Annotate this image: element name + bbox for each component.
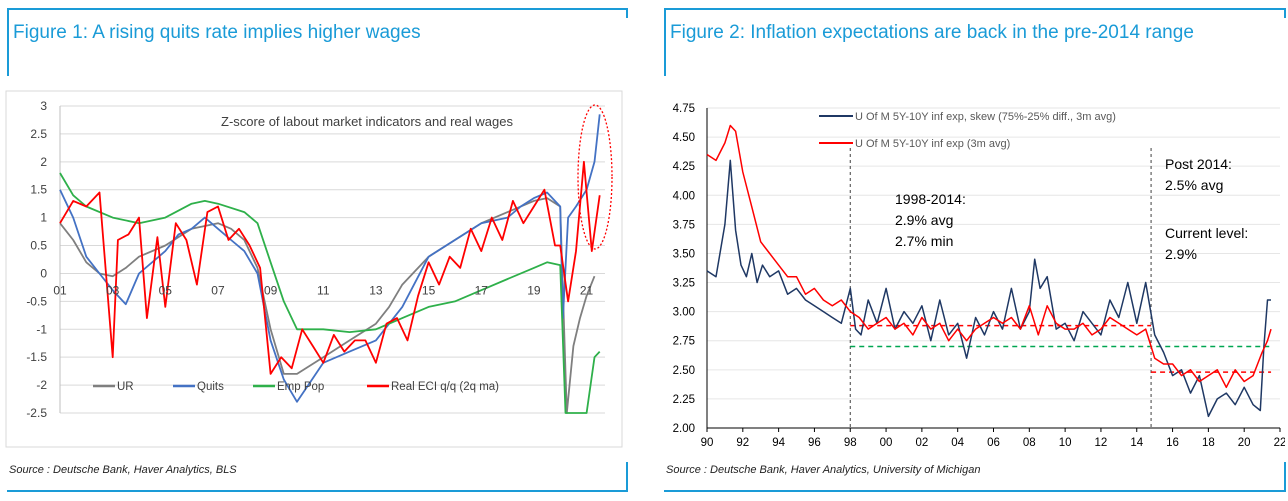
- annotation-text: 1998-2014:: [895, 191, 966, 207]
- x-tick-label: 05: [159, 283, 173, 297]
- x-tick-label: 03: [106, 283, 120, 297]
- figure-1-title: Figure 1: A rising quits rate implies hi…: [13, 22, 421, 43]
- figure-2-panel: Figure 2: Inflation expectations are bac…: [657, 0, 1288, 501]
- annotation-text: 2.5% avg: [1165, 177, 1223, 193]
- panel-bottom-right-rule: [626, 462, 628, 492]
- x-tick-label: 11: [317, 283, 330, 297]
- y-tick-label: 4.75: [673, 103, 695, 115]
- chart-legend: UR Quits Emp Pop Real ECI q/q (2q ma): [93, 381, 499, 393]
- y-tick-label: 1.5: [30, 183, 47, 197]
- y-tick-label: 3.50: [673, 248, 695, 260]
- legend-label: Quits: [197, 381, 224, 393]
- x-tick-label: 02: [915, 437, 928, 449]
- y-tick-label: 2.5: [30, 127, 47, 141]
- x-tick-label: 98: [844, 437, 857, 449]
- annotation-text: 2.7% min: [895, 233, 953, 249]
- figure-2-source: Source : Deutsche Bank, Haver Analytics,…: [666, 464, 981, 476]
- x-tick-label: 12: [1095, 437, 1108, 449]
- x-tick-label: 10: [1059, 437, 1072, 449]
- x-tick-label: 19: [527, 283, 541, 297]
- x-tick-label: 08: [1023, 437, 1036, 449]
- x-tick-label: 92: [736, 437, 749, 449]
- panel-bottom-rule: [7, 490, 628, 492]
- annotation-text: 2.9% avg: [895, 212, 953, 228]
- x-tick-label: 04: [951, 437, 964, 449]
- legend-label: U Of M 5Y-10Y inf exp, skew (75%-25% dif…: [855, 111, 1116, 123]
- series-line: [706, 159, 1271, 418]
- y-tick-label: 3.25: [673, 278, 695, 290]
- series-line: [706, 124, 1272, 389]
- legend-label: Emp Pop: [277, 381, 324, 393]
- panel-right-rule: [1284, 8, 1286, 18]
- x-tick-label: 94: [772, 437, 785, 449]
- y-tick-label: 1: [40, 211, 47, 225]
- y-tick-label: 3.75: [673, 219, 695, 231]
- panel-right-rule: [626, 8, 628, 18]
- panel-left-rule: [664, 8, 666, 76]
- x-tick-label: 06: [987, 437, 1000, 449]
- series-line: [59, 160, 601, 375]
- figure-1-chart: 3 2.5 2 1.5 1 0.5 0 -0.5 -1 -1.5 -2 -2.5 01 03 05 07 09 1…: [5, 90, 623, 448]
- panel-bottom-right-rule: [1284, 462, 1286, 492]
- x-tick-label: 09: [264, 283, 278, 297]
- x-tick-label: 22: [1274, 437, 1285, 449]
- figure-1-panel: Figure 1: A rising quits rate implies hi…: [0, 0, 630, 501]
- series-line: [59, 197, 596, 414]
- x-tick-label: 14: [1130, 437, 1143, 449]
- x-tick-label: 00: [880, 437, 893, 449]
- y-tick-label: 2: [40, 155, 47, 169]
- chart-border: [5, 90, 623, 448]
- y-tick-label: -1.5: [26, 350, 47, 364]
- figure-2-title: Figure 2: Inflation expectations are bac…: [670, 22, 1194, 43]
- x-tick-label: 15: [422, 283, 436, 297]
- y-tick-label: -2.5: [26, 406, 47, 420]
- figure-1-source: Source : Deutsche Bank, Haver Analytics,…: [9, 464, 237, 476]
- x-tick-label: 18: [1202, 437, 1215, 449]
- x-tick-label: 16: [1166, 437, 1179, 449]
- x-tick-label: 17: [475, 283, 489, 297]
- panel-top-rule: [7, 8, 628, 10]
- y-tick-label: 2.75: [673, 336, 695, 348]
- y-tick-label: 4.25: [673, 161, 695, 173]
- panel-bottom-rule: [664, 490, 1286, 492]
- y-tick-label: 4.00: [673, 190, 695, 202]
- figure-2-chart: 4.75 4.50 4.25 4.00 3.75 3.50 3.25 3.00 2.75 2.50…: [673, 103, 1285, 449]
- chart-legend: U Of M 5Y-10Y inf exp, skew (75%-25% dif…: [819, 111, 1116, 150]
- legend-label: Real ECI q/q (2q ma): [391, 381, 499, 393]
- y-tick-label: 3: [40, 99, 47, 113]
- y-tick-label: 2.25: [673, 394, 695, 406]
- x-tick-label: 90: [701, 437, 714, 449]
- y-tick-label: 2.00: [673, 423, 695, 435]
- y-tick-label: 0: [40, 266, 47, 280]
- y-tick-label: -1: [36, 322, 47, 336]
- panel-top-rule: [664, 8, 1286, 10]
- x-tick-label: 21: [580, 283, 594, 297]
- x-tick-label: 13: [369, 283, 383, 297]
- series-line: [59, 172, 601, 414]
- chart-inner-title: Z-score of labout market indicators and …: [221, 114, 513, 129]
- y-tick-label: 2.50: [673, 365, 695, 377]
- y-tick-label: -0.5: [26, 294, 47, 308]
- annotation-text: Post 2014:: [1165, 156, 1232, 172]
- y-tick-label: 3.00: [673, 307, 695, 319]
- annotation-text: 2.9%: [1165, 246, 1197, 262]
- x-tick-label: 20: [1238, 437, 1251, 449]
- legend-label: U Of M 5Y-10Y inf exp (3m avg): [855, 138, 1010, 150]
- annotation-text: Current level:: [1165, 225, 1248, 241]
- x-tick-label: 01: [53, 283, 67, 297]
- y-tick-label: 0.5: [30, 239, 47, 253]
- x-tick-label: 07: [211, 283, 225, 297]
- highlight-ellipse: [577, 104, 613, 250]
- panel-left-rule: [7, 8, 9, 76]
- y-tick-label: 4.50: [673, 132, 695, 144]
- y-tick-label: -2: [36, 378, 47, 392]
- legend-label: UR: [117, 381, 134, 393]
- x-tick-label: 96: [808, 437, 821, 449]
